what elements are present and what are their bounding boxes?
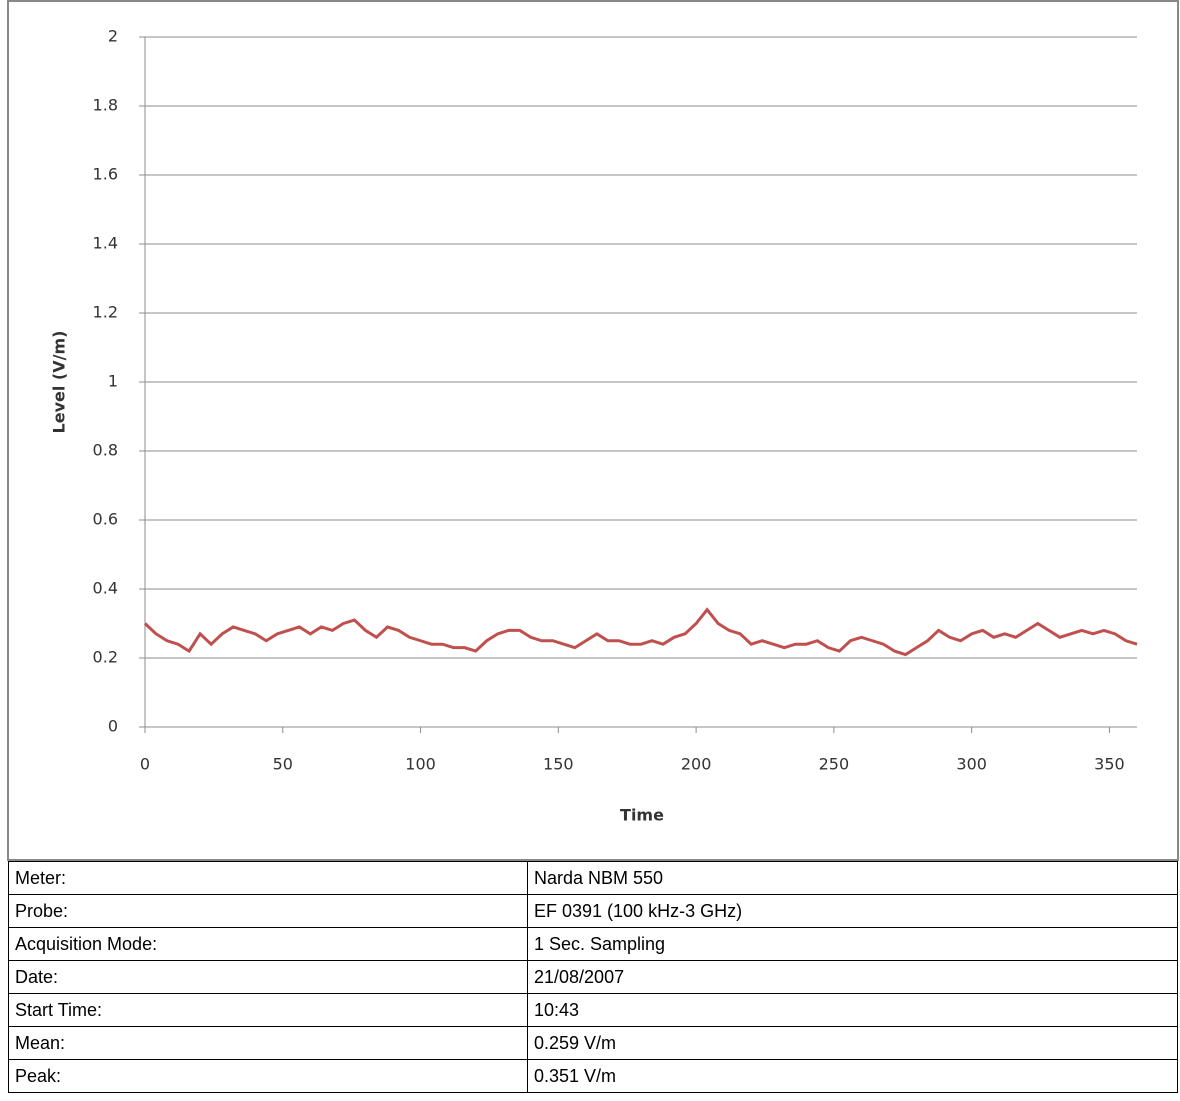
value-cell: 0.351 V/m <box>527 1059 1178 1093</box>
chart: Time Level (V/m) 0 0.2 0.4 0.6 0.8 1 1.2 1.4 1.6… <box>7 0 1179 861</box>
y-tick-label: 0.2 <box>93 648 118 667</box>
label-cell: Date: <box>8 960 528 994</box>
x-tick-label: 150 <box>543 755 574 774</box>
info-table: Meter: Narda NBM 550 Probe: EF 0391 (100 kH… <box>8 861 1178 1093</box>
table-row: Acquisition Mode: 1 Sec. Sampling <box>8 927 1178 961</box>
y-tick-label: 1.2 <box>93 303 118 322</box>
table-row: Peak: 0.351 V/m <box>8 1059 1178 1093</box>
table-row: Probe: EF 0391 (100 kHz-3 GHz) <box>8 894 1178 928</box>
value-cell: 21/08/2007 <box>527 960 1178 994</box>
y-tick-label: 0.8 <box>93 441 118 460</box>
value-cell: 1 Sec. Sampling <box>527 927 1178 961</box>
value-cell: 10:43 <box>527 993 1178 1027</box>
x-tick-label: 200 <box>681 755 712 774</box>
table-row: Date: 21/08/2007 <box>8 960 1178 994</box>
label-cell: Acquisition Mode: <box>8 927 528 961</box>
x-tick-label: 250 <box>819 755 850 774</box>
y-tick-label: 0.6 <box>93 510 118 529</box>
label-cell: Probe: <box>8 894 528 928</box>
y-axis-label: Level (V/m) <box>50 331 69 434</box>
value-cell: Narda NBM 550 <box>527 861 1178 895</box>
y-tick-label: 2 <box>108 27 118 46</box>
y-tick-label: 1.6 <box>93 165 118 184</box>
value-cell: EF 0391 (100 kHz-3 GHz) <box>527 894 1178 928</box>
y-tick-label: 1.4 <box>93 234 118 253</box>
chart-frame <box>7 0 1179 861</box>
value-cell: 0.259 V/m <box>527 1026 1178 1060</box>
x-tick-label: 50 <box>273 755 293 774</box>
data-line <box>143 607 1138 657</box>
table-row: Start Time: 10:43 <box>8 993 1178 1027</box>
label-cell: Meter: <box>8 861 528 895</box>
x-tick-label: 100 <box>405 755 436 774</box>
label-cell: Peak: <box>8 1059 528 1093</box>
x-axis-label: Time <box>620 806 664 825</box>
y-tick-label: 0.4 <box>93 579 118 598</box>
label-cell: Start Time: <box>8 993 528 1027</box>
x-tick-label: 350 <box>1094 755 1125 774</box>
table-row: Mean: 0.259 V/m <box>8 1026 1178 1060</box>
y-tick-label: 1 <box>108 372 118 391</box>
y-tick-label: 1.8 <box>93 96 118 115</box>
x-tick-label: 300 <box>956 755 987 774</box>
table-row: Meter: Narda NBM 550 <box>8 861 1178 895</box>
y-tick-label: 0 <box>108 717 118 736</box>
x-tick-label: 0 <box>140 755 150 774</box>
label-cell: Mean: <box>8 1026 528 1060</box>
